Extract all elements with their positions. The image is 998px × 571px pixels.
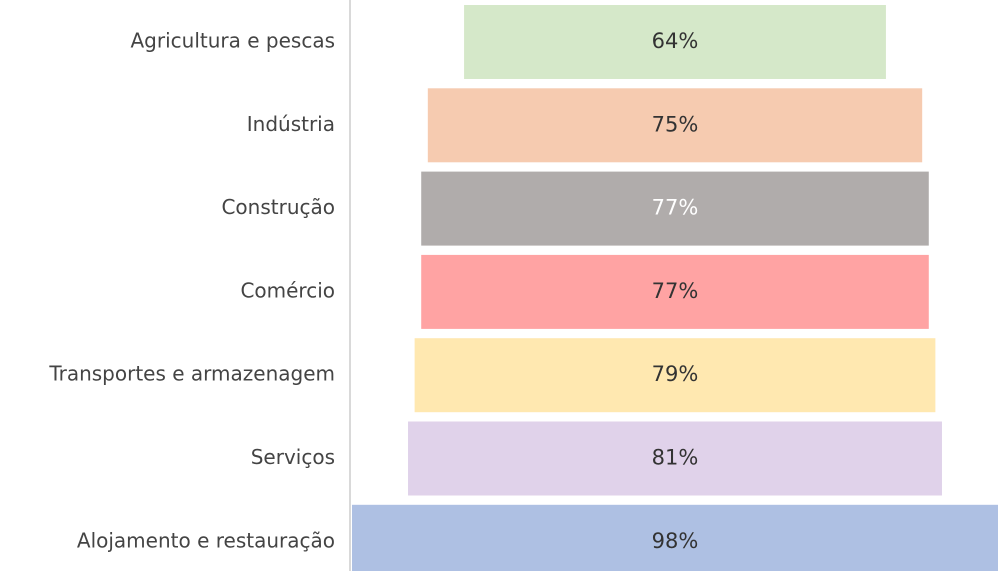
value-label: 64% [652,29,699,53]
category-label: Serviços [251,445,335,469]
category-label: Construção [221,195,335,219]
category-label: Indústria [247,112,335,136]
value-label: 79% [652,362,699,386]
value-label: 75% [652,112,699,136]
value-label: 77% [652,279,699,303]
category-label: Transportes e armazenagem [48,362,335,386]
funnel-bar [464,5,886,79]
funnel-bar [421,171,929,246]
funnel-bar [352,504,998,571]
funnel-bar [421,254,929,329]
funnel-bar [414,338,936,413]
funnel-bar [408,421,942,496]
funnel-bar [427,88,923,163]
category-label: Agricultura e pescas [131,29,336,53]
value-label: 98% [652,529,699,553]
category-label: Comércio [240,278,335,302]
category-label: Alojamento e restauração [77,528,335,552]
value-label: 77% [652,196,699,220]
value-label: 81% [652,446,699,470]
